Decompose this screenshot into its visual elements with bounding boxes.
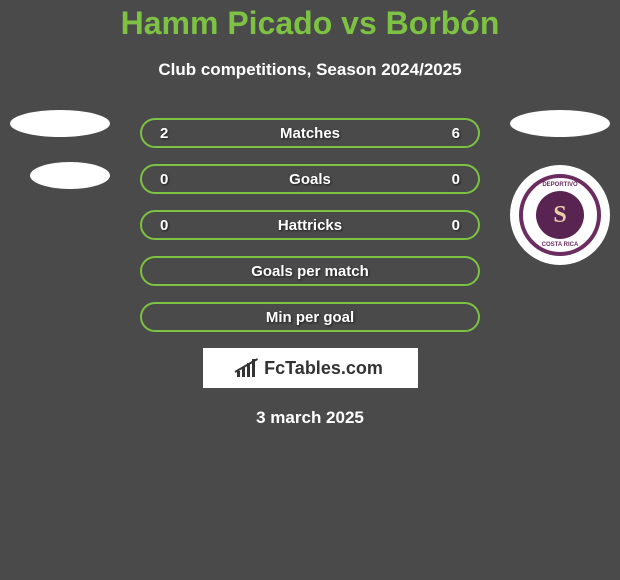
logo-text: FcTables.com: [264, 358, 383, 379]
logo-content: FcTables.com: [237, 358, 383, 379]
stat-value-right: 0: [452, 171, 460, 188]
stat-label: Min per goal: [160, 309, 460, 326]
oval-badge-right-1: [510, 110, 610, 137]
subtitle: Club competitions, Season 2024/2025: [0, 60, 620, 80]
stat-label: Goals per match: [160, 263, 460, 280]
stat-value-right: 0: [452, 217, 460, 234]
stat-value-right: 6: [452, 125, 460, 142]
badge-text-top: DEPORTIVO: [542, 182, 577, 188]
logo-box[interactable]: FcTables.com: [203, 348, 418, 388]
stats-bars: 2 Matches 6 0 Goals 0 0 Hattricks 0 Goal…: [140, 118, 480, 332]
stat-row-matches: 2 Matches 6: [140, 118, 480, 148]
stat-row-goals: 0 Goals 0: [140, 164, 480, 194]
badge-letter: S: [553, 202, 566, 229]
stat-value-left: 2: [160, 125, 168, 142]
oval-badge-left-2: [30, 162, 110, 189]
club-badge-inner: DEPORTIVO S COSTA RICA: [519, 174, 601, 256]
badge-text-bottom: COSTA RICA: [542, 242, 579, 248]
stat-label: Goals: [289, 171, 331, 188]
right-team-badges: DEPORTIVO S COSTA RICA: [510, 110, 610, 265]
stat-value-left: 0: [160, 171, 168, 188]
date-text: 3 march 2025: [0, 408, 620, 428]
stat-row-hattricks: 0 Hattricks 0: [140, 210, 480, 240]
stat-row-goals-per-match: Goals per match: [140, 256, 480, 286]
stat-value-left: 0: [160, 217, 168, 234]
stat-row-min-per-goal: Min per goal: [140, 302, 480, 332]
club-badge: DEPORTIVO S COSTA RICA: [510, 165, 610, 265]
page-title: Hamm Picado vs Borbón: [0, 5, 620, 42]
left-team-badges: [10, 110, 110, 189]
stat-label: Hattricks: [278, 217, 342, 234]
chart-icon: [237, 359, 261, 377]
main-container: Hamm Picado vs Borbón Club competitions,…: [0, 0, 620, 428]
club-badge-center: S: [536, 191, 584, 239]
stat-label: Matches: [280, 125, 340, 142]
stats-area: DEPORTIVO S COSTA RICA 2 Matches 6 0 Goa…: [0, 118, 620, 428]
oval-badge-left-1: [10, 110, 110, 137]
